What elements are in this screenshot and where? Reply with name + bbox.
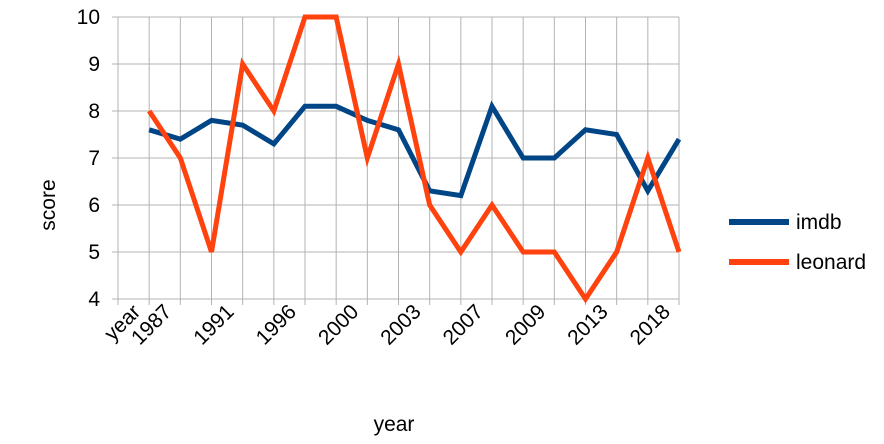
y-tick-label-4: 4 — [88, 288, 100, 311]
y-tick-label-5: 5 — [88, 241, 100, 264]
y-tick-labels: 4 5 6 7 8 9 10 — [77, 6, 101, 311]
x-tick-label-2013: 2013 — [563, 300, 612, 349]
x-tick-label-1991: 1991 — [189, 300, 238, 349]
x-tick-label-2007: 2007 — [439, 300, 488, 349]
x-tick-label-1996: 1996 — [252, 300, 301, 349]
legend: imdb leonard — [729, 211, 866, 274]
x-tick-label-2000: 2000 — [314, 300, 363, 349]
x-axis-title: year — [374, 413, 415, 436]
y-tick-label-10: 10 — [77, 6, 100, 29]
axes — [112, 16, 680, 305]
series-line-leonard — [147, 14, 682, 304]
y-tick-label-8: 8 — [88, 100, 100, 123]
legend-label-imdb: imdb — [796, 211, 842, 234]
x-tick-label-2003: 2003 — [376, 300, 425, 349]
y-tick-label-6: 6 — [88, 194, 100, 217]
x-tick-label-2018: 2018 — [626, 300, 675, 349]
x-tick-label-2009: 2009 — [501, 300, 550, 349]
legend-label-leonard: leonard — [796, 251, 866, 274]
y-tick-label-9: 9 — [88, 53, 100, 76]
y-axis-title: score — [37, 179, 60, 230]
y-tick-label-7: 7 — [88, 147, 100, 170]
series-lines — [147, 14, 682, 304]
series-line-imdb — [148, 100, 682, 199]
